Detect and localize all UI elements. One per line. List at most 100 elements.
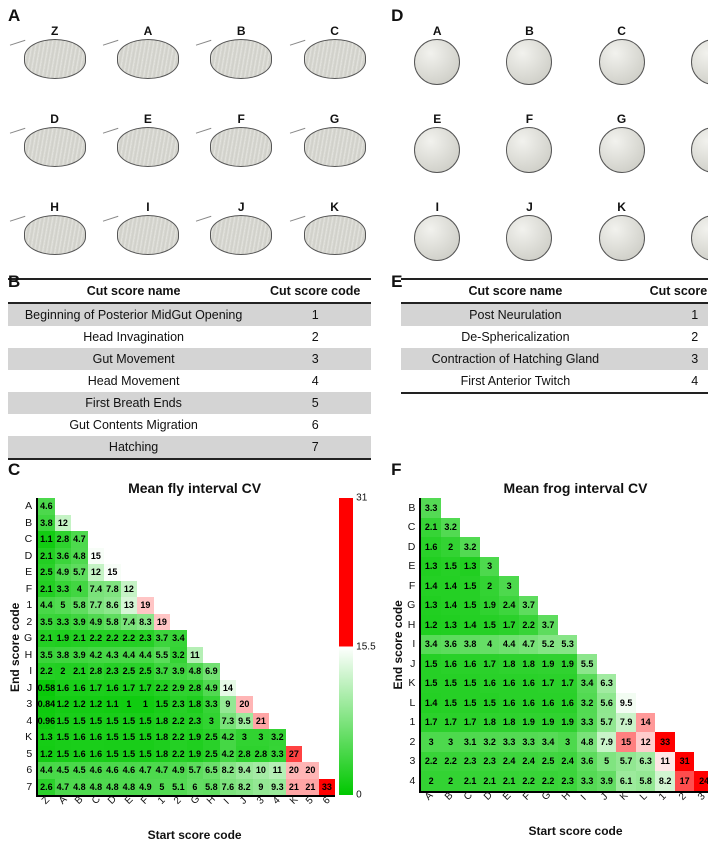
heatmap-cell bbox=[675, 518, 695, 538]
heatmap-cell: 4.6 bbox=[104, 762, 121, 779]
heatmap-cell bbox=[236, 515, 253, 532]
heatmap-cell: 21 bbox=[253, 713, 270, 730]
heatmap-cell: 3.9 bbox=[71, 614, 88, 631]
heatmap-cell bbox=[655, 498, 675, 518]
heatmap-cell bbox=[675, 674, 695, 694]
heatmap-cell: 6.3 bbox=[597, 674, 617, 694]
heatmap-cell: 2.8 bbox=[236, 746, 253, 763]
embryo-illustration: B bbox=[195, 24, 288, 96]
heatmap-cell bbox=[655, 596, 675, 616]
heatmap-row-label: G bbox=[407, 596, 417, 616]
heatmap-cell: 1.6 bbox=[499, 693, 519, 713]
heatmap-cell: 1.5 bbox=[480, 693, 500, 713]
embryo-drawing bbox=[117, 39, 179, 79]
panel-b: B Cut score name Cut score code Beginning … bbox=[8, 274, 381, 460]
heatmap-cell bbox=[302, 581, 319, 598]
heatmap-cell: 1 bbox=[121, 696, 138, 713]
heatmap-cell bbox=[286, 515, 303, 532]
heatmap-cell: 2.3 bbox=[187, 713, 204, 730]
heatmap-cell bbox=[236, 663, 253, 680]
heatmap-cell: 11 bbox=[187, 647, 204, 664]
heatmap-cell bbox=[616, 635, 636, 655]
cut-score-name-cell: Post Neurulation bbox=[401, 303, 629, 326]
table-row: Gut Contents Migration 6 bbox=[8, 414, 371, 436]
table-row: Contraction of Hatching Gland 3 bbox=[401, 348, 708, 370]
heatmap-row-label: F bbox=[407, 576, 417, 596]
heatmap-cell bbox=[597, 576, 617, 596]
heatmap-cell: 2.4 bbox=[499, 752, 519, 772]
embryo-whiskers bbox=[196, 40, 214, 54]
heatmap-cell: 2.5 bbox=[203, 729, 220, 746]
embryo-illustration-label: K bbox=[617, 200, 626, 214]
heatmap-cell: 1.5 bbox=[441, 693, 461, 713]
cut-score-name-cell: Gut Contents Migration bbox=[8, 414, 259, 436]
heatmap-cell bbox=[616, 498, 636, 518]
panel-d-row3: I J K L bbox=[391, 184, 708, 272]
heatmap-cell: 1.6 bbox=[460, 654, 480, 674]
heatmap-cell: 1.3 bbox=[421, 596, 441, 616]
embryo-illustration-label: I bbox=[146, 200, 149, 214]
heatmap-title: Mean frog interval CV bbox=[391, 480, 708, 496]
heatmap-cell bbox=[636, 635, 656, 655]
heatmap-cell bbox=[137, 581, 154, 598]
embryo-drawing bbox=[599, 127, 645, 173]
heatmap-cell: 1.6 bbox=[421, 537, 441, 557]
heatmap-cell: 7.4 bbox=[121, 614, 138, 631]
heatmap-cell bbox=[597, 518, 617, 538]
heatmap-cell bbox=[203, 498, 220, 515]
heatmap-cell: 4.4 bbox=[38, 597, 55, 614]
heatmap-cell bbox=[616, 557, 636, 577]
heatmap-cell: 5.7 bbox=[187, 762, 204, 779]
heatmap-cell bbox=[121, 515, 138, 532]
heatmap-cell: 1.5 bbox=[460, 674, 480, 694]
heatmap-cell: 1.5 bbox=[137, 746, 154, 763]
heatmap-cell bbox=[121, 548, 138, 565]
heatmap-cell bbox=[121, 564, 138, 581]
heatmap-cell: 4.8 bbox=[187, 663, 204, 680]
cut-score-code-cell: 4 bbox=[259, 370, 371, 392]
heatmap-cell bbox=[253, 498, 270, 515]
heatmap-cell bbox=[616, 615, 636, 635]
heatmap-cell bbox=[170, 614, 187, 631]
heatmap-cell bbox=[655, 537, 675, 557]
heatmap-row-label: J bbox=[24, 680, 34, 697]
heatmap-cell bbox=[302, 680, 319, 697]
heatmap-cell bbox=[319, 729, 336, 746]
embryo-whiskers bbox=[196, 216, 214, 230]
table-row: Hatching 7 bbox=[8, 436, 371, 459]
heatmap-cell: 1.8 bbox=[499, 713, 519, 733]
heatmap-cell: 3.2 bbox=[480, 732, 500, 752]
heatmap-cell bbox=[302, 531, 319, 548]
heatmap-cell: 2.2 bbox=[88, 630, 105, 647]
heatmap-cell: 1.9 bbox=[519, 713, 539, 733]
heatmap-cell bbox=[519, 498, 539, 518]
heatmap-cell bbox=[220, 498, 237, 515]
heatmap-cell bbox=[636, 615, 656, 635]
heatmap-row-label: 4 bbox=[24, 713, 34, 730]
embryo-illustration: C bbox=[288, 24, 381, 96]
panel-f: F Mean frog interval CV End score code B C D… bbox=[391, 462, 708, 842]
heatmap-cell: 5.8 bbox=[104, 614, 121, 631]
cut-score-name-cell: Beginning of Posterior MidGut Opening bbox=[8, 303, 259, 326]
heatmap-cell: 1.9 bbox=[480, 596, 500, 616]
embryo-illustration-label: F bbox=[526, 112, 533, 126]
heatmap-cell: 7.9 bbox=[597, 732, 617, 752]
heatmap-cell: 3.9 bbox=[170, 663, 187, 680]
heatmap-cell bbox=[55, 498, 72, 515]
heatmap-colorbar-strip: 31 15.5 0 bbox=[339, 498, 353, 795]
heatmap-cell bbox=[636, 498, 656, 518]
heatmap-cell: 3 bbox=[558, 732, 578, 752]
heatmap-cell bbox=[236, 647, 253, 664]
table-row: First Anterior Twitch 4 bbox=[401, 370, 708, 393]
heatmap-row-label: 2 bbox=[407, 732, 417, 752]
heatmap-cell bbox=[694, 576, 708, 596]
heatmap-cell: 10 bbox=[253, 762, 270, 779]
heatmap-cell bbox=[236, 614, 253, 631]
heatmap-cell: 1.8 bbox=[154, 729, 171, 746]
heatmap-cell bbox=[319, 647, 336, 664]
heatmap-cell: 1.3 bbox=[421, 557, 441, 577]
heatmap-row-label: K bbox=[407, 674, 417, 694]
heatmap-cell bbox=[302, 647, 319, 664]
heatmap-colorbar-min-label: 0 bbox=[356, 790, 362, 801]
heatmap-cell bbox=[236, 630, 253, 647]
